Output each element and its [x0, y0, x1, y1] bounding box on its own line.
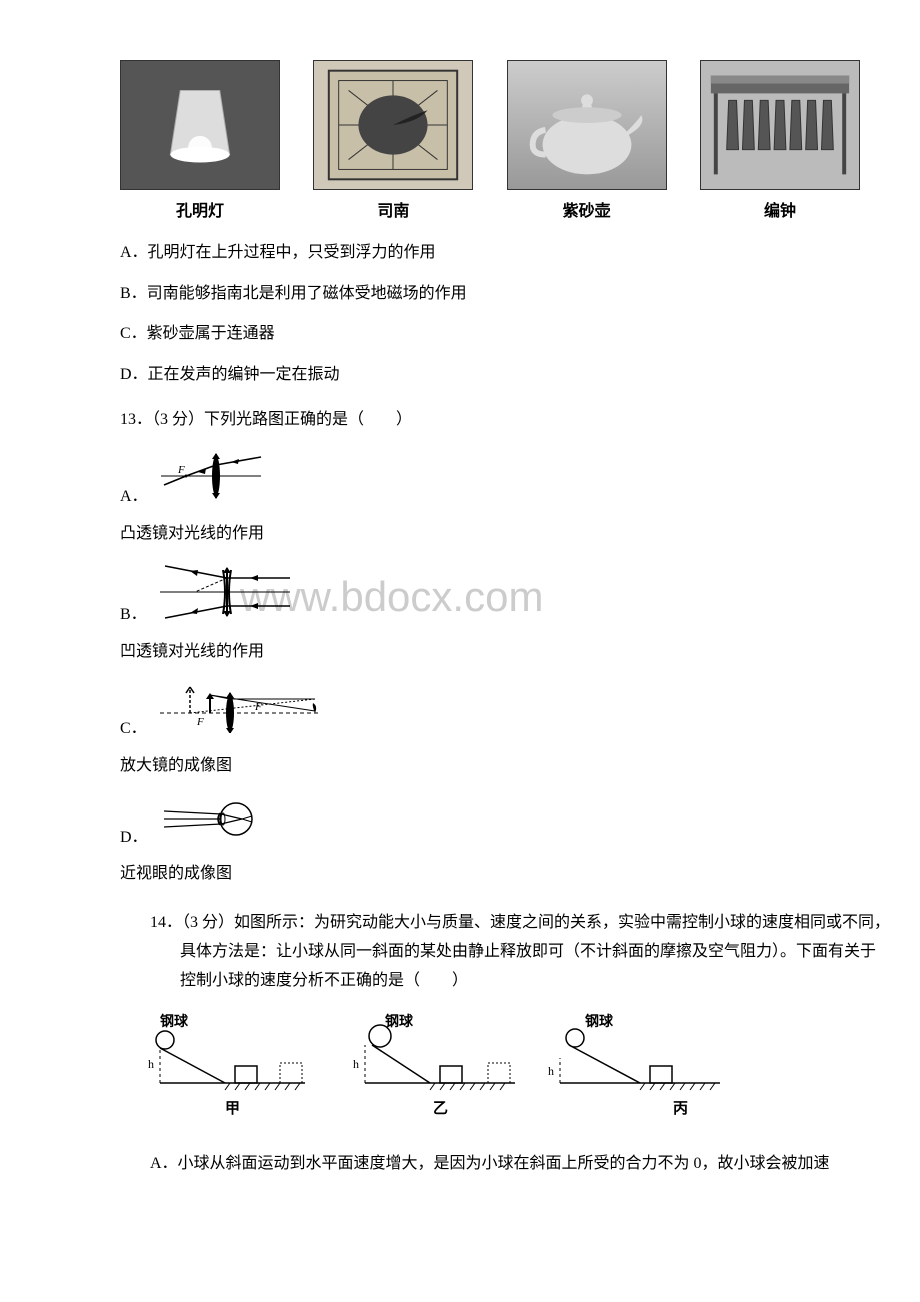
q14-option-a: A．小球从斜面运动到水平面速度增大，是因为小球在斜面上所受的合力不为 0，故小球… [150, 1150, 890, 1179]
q13-c-label: C． [120, 715, 147, 744]
q12-option-b: B．司南能够指南北是利用了磁体受地磁场的作用 [120, 280, 860, 309]
q13-c-caption: 放大镜的成像图 [120, 752, 860, 781]
svg-text:乙: 乙 [433, 1101, 448, 1117]
svg-text:钢球: 钢球 [585, 1013, 614, 1030]
q12-option-a: A．孔明灯在上升过程中，只受到浮力的作用 [120, 239, 860, 268]
lantern-caption: 孔明灯 [176, 198, 224, 227]
q13-option-a: A． F [120, 451, 860, 512]
q13-d-caption: 近视眼的成像图 [120, 860, 860, 889]
bells-image [700, 60, 860, 190]
svg-text:钢球: 钢球 [160, 1013, 189, 1030]
svg-text:F: F [254, 701, 262, 713]
q14-figure: 钢球 h 甲 钢球 h [130, 1008, 860, 1139]
q13-d-label: D． [120, 824, 148, 853]
svg-text:h: h [353, 1057, 359, 1071]
q12-option-c: C．紫砂壶属于连通器 [120, 320, 860, 349]
bells-caption: 编钟 [764, 198, 796, 227]
svg-text:甲: 甲 [225, 1100, 240, 1117]
q13-option-b: B． [120, 564, 860, 630]
image-item-bells: 编钟 [700, 60, 860, 227]
q13-option-c: C． F F [120, 683, 860, 744]
svg-text:丙: 丙 [673, 1100, 688, 1117]
myopia-diagram [156, 797, 276, 853]
q13-option-d: D． [120, 797, 860, 853]
compass-caption: 司南 [377, 198, 409, 227]
teapot-image [507, 60, 667, 190]
q12-images-row: 孔明灯 司南 [120, 60, 860, 227]
concave-lens-diagram [155, 564, 295, 630]
teapot-caption: 紫砂壶 [563, 198, 611, 227]
q13-a-caption: 凸透镜对光线的作用 [120, 520, 860, 549]
q14-stem: 14．（3 分）如图所示：为研究动能大小与质量、速度之间的关系，实验中需控制小球… [150, 909, 890, 995]
svg-text:h: h [148, 1057, 154, 1071]
magnifier-diagram: F F [155, 683, 325, 744]
q13-stem: 13．（3 分）下列光路图正确的是（ ） [120, 406, 860, 435]
svg-text:F: F [177, 464, 185, 476]
svg-text:钢球: 钢球 [385, 1013, 414, 1030]
q13-a-label: A． [120, 483, 148, 512]
svg-text:F: F [196, 716, 204, 728]
convex-lens-diagram: F [156, 451, 266, 512]
image-item-compass: 司南 [313, 60, 473, 227]
q13-b-caption: 凹透镜对光线的作用 [120, 638, 860, 667]
compass-image [313, 60, 473, 190]
q12-option-d: D．正在发声的编钟一定在振动 [120, 361, 860, 390]
svg-text:h: h [548, 1064, 554, 1078]
image-item-lantern: 孔明灯 [120, 60, 280, 227]
image-item-teapot: 紫砂壶 [507, 60, 667, 227]
lantern-image [120, 60, 280, 190]
q13-b-label: B． [120, 601, 147, 630]
